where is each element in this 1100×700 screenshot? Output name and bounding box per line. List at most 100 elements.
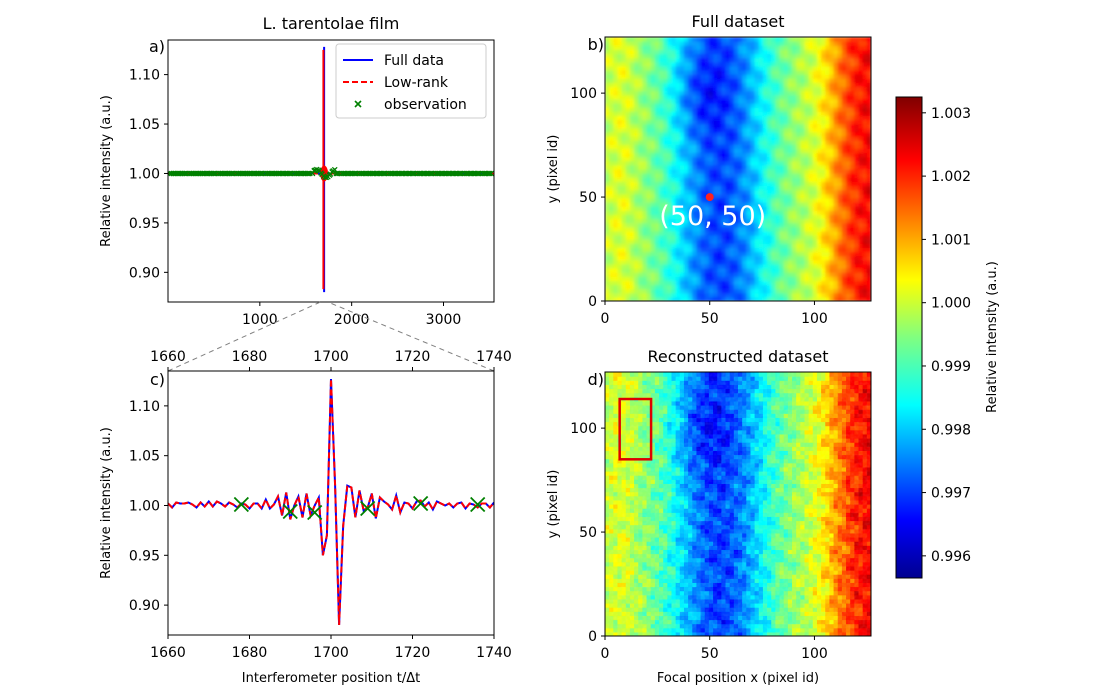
observation-point (304, 170, 311, 177)
observation-point (246, 170, 253, 177)
panel-c-ylabel: Relative intensity (a.u.) (99, 427, 114, 579)
observation-point (481, 170, 488, 177)
observation-point (387, 170, 394, 177)
y-tick-label: 0.95 (129, 216, 160, 232)
series-low-rank (168, 378, 494, 626)
observation-point (250, 170, 257, 177)
legend-swatch-x (354, 100, 362, 108)
y-tick-label: 0.95 (129, 548, 160, 564)
observation-point (233, 496, 249, 513)
x-tick-label: 100 (801, 311, 828, 327)
x-tick-label: 1680 (232, 645, 268, 661)
legend-entry-full: Full data (384, 53, 444, 69)
legend-swatch-observation (354, 100, 362, 108)
observation-point (239, 170, 246, 177)
observation-point (333, 170, 340, 177)
observation-point (279, 170, 286, 177)
observation-point (416, 170, 423, 177)
x-tick-label: 0 (601, 311, 610, 327)
panel-b-title: Full dataset (692, 12, 785, 31)
observation-point (360, 500, 376, 517)
x-tick-label: 50 (701, 311, 719, 327)
panel-b: Full dataset 0 50 100 0 50 100 b) y (pixel id… (546, 12, 872, 327)
panel-b-frame (604, 36, 872, 302)
y-tick-label: 1.00 (129, 498, 160, 514)
y-tick-label: 0.90 (129, 598, 160, 614)
observation-point (434, 170, 441, 177)
y-tick-label: 50 (579, 190, 597, 206)
y-tick-label: 0 (588, 294, 597, 310)
observation-point (445, 170, 452, 177)
top-x-tick-label: 1660 (150, 349, 186, 365)
panel-a: L. tarentolae film a) 1000 2000 30000.900.… (99, 14, 495, 328)
panel-a-title: L. tarentolae film (263, 14, 400, 33)
zoom-connector-right (327, 301, 495, 372)
panel-d-title: Reconstructed dataset (648, 347, 829, 366)
x-tick-label: 1660 (150, 645, 186, 661)
zoom-connector-left (167, 301, 321, 372)
observation-point (409, 170, 416, 177)
observation-point (315, 167, 322, 174)
y-tick-label: 1.05 (129, 117, 160, 133)
observation-point (413, 495, 429, 512)
panel-a-legend: Full data Low-rank observation (335, 43, 487, 119)
observation-point (470, 496, 486, 513)
top-x-tick-label: 1680 (232, 349, 268, 365)
y-tick-label: 1.10 (129, 399, 160, 415)
panel-a-label: a) (149, 37, 165, 56)
x-tick-label: 1000 (242, 312, 278, 328)
observation-point (322, 174, 329, 181)
observation-point (334, 170, 341, 177)
observation-point (181, 170, 188, 177)
x-tick-label: 2000 (334, 312, 370, 328)
observation-point (297, 170, 304, 177)
legend-entry-lowrank: Low-rank (384, 75, 449, 91)
observation-point (344, 170, 351, 177)
observation-point (369, 170, 376, 177)
observation-point (188, 170, 194, 177)
panel-b-label: b) (588, 35, 604, 54)
y-tick-label: 100 (570, 86, 597, 102)
observation-point (264, 170, 270, 177)
observation-point (170, 170, 176, 177)
panel-b-ylabel: y (pixel id) (546, 135, 561, 204)
observation-point (257, 170, 264, 177)
x-tick-label: 1700 (313, 645, 349, 661)
observation-point (311, 167, 318, 174)
observation-point (217, 170, 223, 177)
observation-point (268, 170, 275, 177)
x-tick-label: 1740 (476, 645, 512, 661)
y-tick-label: 1.05 (129, 449, 160, 465)
observation-point (286, 170, 293, 177)
observation-point (221, 170, 228, 177)
observation-point (199, 170, 205, 177)
observation-point (235, 170, 241, 177)
pixel-annotation: (50, 50) (659, 201, 766, 232)
panel-a-ylabel: Relative intensity (a.u.) (99, 95, 114, 247)
observation-point (362, 170, 369, 177)
observation-point (427, 170, 434, 177)
panel-a-frame (167, 39, 495, 303)
observation-point (282, 503, 298, 520)
observation-point (340, 170, 347, 177)
observation-point (275, 170, 282, 177)
top-x-tick-label: 1700 (313, 349, 349, 365)
observation-point (420, 170, 427, 177)
observation-point (174, 170, 181, 177)
observation-point (474, 170, 481, 177)
observation-point (402, 170, 409, 177)
observation-point (228, 170, 235, 177)
observation-point (326, 172, 333, 179)
observation-point (391, 170, 398, 177)
observation-point (467, 170, 474, 177)
observation-point (380, 170, 387, 177)
heatmap-texture (605, 37, 871, 301)
observation-point (438, 170, 445, 177)
x-tick-label: 3000 (426, 312, 462, 328)
observation-point (192, 170, 199, 177)
observation-point (398, 170, 405, 177)
observation-point (358, 170, 365, 177)
